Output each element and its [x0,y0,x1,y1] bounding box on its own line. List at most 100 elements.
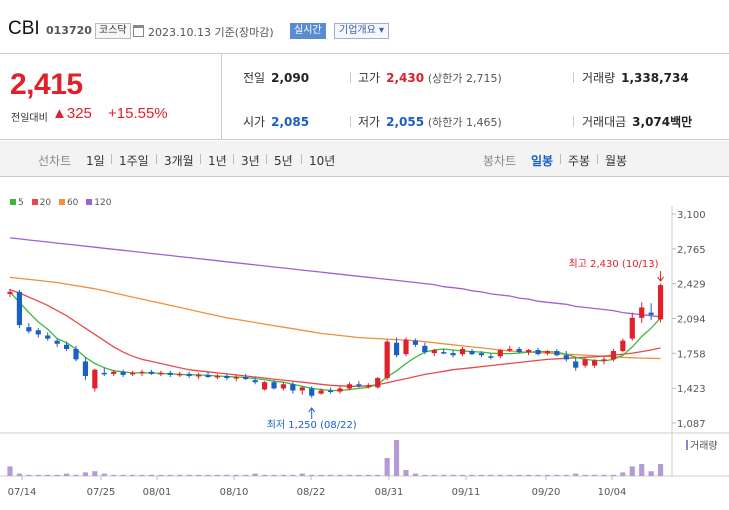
candle-body [535,350,541,355]
volume-bar [167,474,173,476]
volume-bar [280,474,287,476]
volume-bar [563,474,569,476]
volume-bar [148,474,155,476]
candle-body [318,390,324,394]
volume-bar [544,474,551,476]
quote-panel: 2,415 전일대비 ▲325 +15.55% 전일 2,090 고가 2,430 … [0,53,729,140]
y-tick-label: 2,765 [677,245,706,256]
volume-bar [7,466,13,476]
realtime-button[interactable]: 실시간 [290,23,326,39]
candle-body [7,291,13,294]
volume-bar [591,474,598,476]
divider [233,154,234,164]
candle-body [450,353,456,356]
x-tick-label: 08/31 [375,487,404,498]
candle-body [92,369,98,389]
volume-bar [431,474,437,476]
candle-body [290,384,296,391]
candle-body [63,344,70,349]
tab-weekly[interactable]: 주봉 [568,154,591,168]
volume-bar [111,474,117,476]
low-price: 저가 2,055 (하한가 1,465) [358,115,502,129]
candle-body [73,348,79,360]
candle-body [412,340,419,345]
tab-5y[interactable]: 5년 [274,154,293,168]
volume-bar [582,474,588,476]
candle-body [554,351,560,356]
volume-bar [648,471,654,476]
volume-bar [120,474,126,476]
candle-body [309,388,315,396]
upper-limit: (상한가 2,715) [427,72,502,85]
candle-chart-label: 봉차트 [483,154,517,168]
candle-body [403,339,409,355]
candle-body [205,374,211,378]
candle-body [82,361,89,376]
candle-body [507,348,513,351]
ma120-line [9,237,661,318]
candle-body [233,377,239,379]
volume-bar [214,474,221,476]
volume-bar [375,474,381,476]
tab-1d[interactable]: 1일 [86,154,105,168]
candle-body [629,317,635,339]
candle-body [299,387,305,391]
candle-body [327,390,334,393]
candle-body [346,384,353,389]
x-tick-label: 07/14 [8,487,37,498]
candle-body [582,359,588,366]
volume-bar [186,474,192,476]
divider [301,154,302,164]
tab-daily[interactable]: 일봉 [531,154,554,168]
candle-body [657,285,664,320]
candle-body [375,378,381,388]
tab-10y[interactable]: 10년 [309,154,336,168]
volume-bar [327,474,334,476]
volume-bar [177,474,183,476]
trade-amount: 거래대금 3,074백만 [582,115,693,129]
candle-body [271,382,277,389]
candle-body [158,372,164,375]
candle-body [45,335,51,339]
candle-body [186,373,192,376]
volume-bar [92,471,98,476]
low-annotation: 최저 1,250 (08/22) [267,419,357,431]
candle-body [111,371,117,374]
candle-body [148,371,155,374]
volume-bar [82,472,89,476]
divider [350,116,351,127]
tab-3m[interactable]: 3개월 [164,154,194,168]
candle-body [478,353,485,356]
volume-bar [507,474,513,476]
price-box: 2,415 전일대비 ▲325 +15.55% [0,54,222,139]
candle-body [497,350,503,357]
candle-body [16,291,23,326]
tab-1y[interactable]: 1년 [208,154,227,168]
volume-bar [233,474,239,476]
candle-body [469,351,475,355]
volume-bar [403,470,409,476]
volume-label: 거래량 [690,440,718,452]
volume-bar [346,474,353,476]
tab-1w[interactable]: 1주일 [119,154,149,168]
stock-name: CBI [8,18,40,39]
company-overview-dropdown[interactable]: 기업개요 ▾ [334,23,389,39]
volume-bar [639,464,645,476]
tab-3y[interactable]: 3년 [241,154,260,168]
volume-bar [469,474,475,476]
volume: 거래량 1,338,734 [582,71,689,85]
x-tick-label: 10/04 [598,487,627,498]
volume-bar [488,474,494,476]
tab-monthly[interactable]: 월봉 [605,154,628,168]
volume-bar [299,473,305,476]
candle-body [101,372,107,375]
volume-bar [620,472,626,476]
volume-bar [73,474,79,476]
candle-body [422,345,428,353]
volume-bar [412,473,419,476]
change-amount: ▲325 [52,105,92,122]
stock-header: CBI 013720 코스닥 2023.10.13 기준(장마감) 실시간 기업… [0,0,729,52]
candle-body [280,384,287,389]
candle-body [441,352,447,354]
